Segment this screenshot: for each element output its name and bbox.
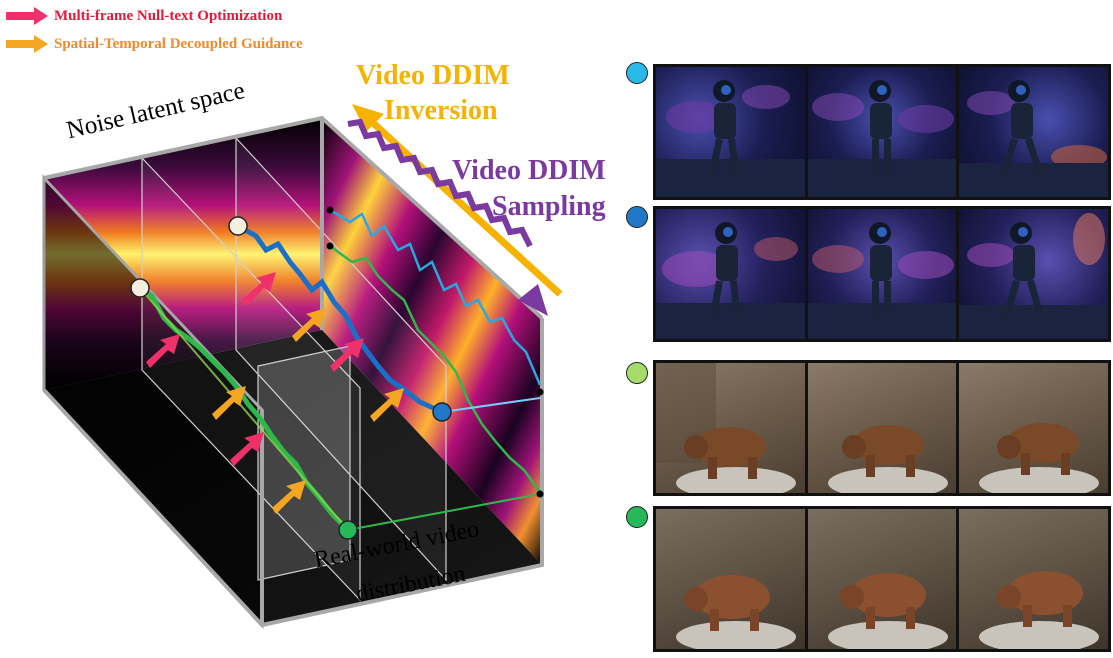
left-face <box>44 178 262 625</box>
pink-arrow-icon <box>146 272 364 466</box>
strip-4-marker-dot <box>626 506 648 528</box>
video-frame <box>807 209 957 339</box>
legend-label: Multi-frame Null-text Optimization <box>54 7 283 24</box>
video-strip-3 <box>653 360 1111 496</box>
inversion-arrow <box>352 104 563 297</box>
astronaut-frame-image <box>959 213 1109 339</box>
bear-frame-image <box>979 423 1100 493</box>
sampling-label-line2: Sampling <box>492 191 606 222</box>
strip-2-marker-dot <box>626 206 648 228</box>
video-strip-1 <box>653 64 1111 200</box>
astronaut-frame-image <box>959 80 1109 197</box>
wall-marker <box>326 206 334 214</box>
pink-arrow-icon <box>6 7 48 25</box>
wall-marker <box>536 490 544 498</box>
inversion-label-line1: Video DDIM <box>356 60 510 91</box>
video-frame <box>807 363 957 493</box>
start-dot <box>228 216 248 236</box>
wall-marker <box>326 242 334 250</box>
blue-end-dot <box>432 402 452 422</box>
astronaut-frame-image <box>807 80 957 197</box>
orange-arrow-icon <box>212 308 404 514</box>
strip-3-marker-dot <box>626 362 648 384</box>
blue-trajectory <box>236 223 444 415</box>
astronaut-frame-image <box>656 222 805 339</box>
box-frame <box>42 115 544 628</box>
video-frame <box>959 209 1109 339</box>
bear-frame-image <box>827 425 948 493</box>
green-back-trajectory <box>329 244 542 493</box>
video-frame <box>656 209 805 339</box>
astronaut-frame-image <box>656 80 805 197</box>
legend-item-guidance: Spatial-Temporal Decoupled Guidance <box>4 34 303 54</box>
video-frame <box>959 509 1109 649</box>
video-frame <box>959 67 1109 197</box>
video-frame <box>656 67 805 197</box>
noise-right-wall <box>322 118 542 565</box>
cyan-trajectory <box>329 208 542 386</box>
latent-space-diagram <box>42 104 563 629</box>
sampling-arrow <box>347 118 548 316</box>
legend-item-null-text: Multi-frame Null-text Optimization <box>4 6 282 26</box>
video-frame <box>807 67 957 197</box>
video-strip-4 <box>653 506 1111 652</box>
wall-marker <box>536 388 544 396</box>
video-frame <box>656 363 805 493</box>
inversion-label-line2: Inversion <box>384 95 498 126</box>
video-frame <box>656 509 805 649</box>
video-frame <box>959 363 1109 493</box>
orange-arrow-icon <box>6 35 48 53</box>
video-frame <box>807 509 957 649</box>
bear-frame-image <box>979 571 1100 649</box>
astronaut-frame-image <box>807 222 957 339</box>
strip-1-marker-dot <box>626 62 648 84</box>
video-strip-2 <box>653 206 1111 342</box>
sampling-label-line1: Video DDIM <box>452 155 606 186</box>
legend-label: Spatial-Temporal Decoupled Guidance <box>54 35 303 52</box>
bear-frame-image <box>676 575 796 649</box>
bear-frame-image <box>827 573 948 649</box>
bear-frame-image <box>656 363 796 493</box>
green-end-dot <box>338 520 358 540</box>
start-dot <box>130 278 150 298</box>
